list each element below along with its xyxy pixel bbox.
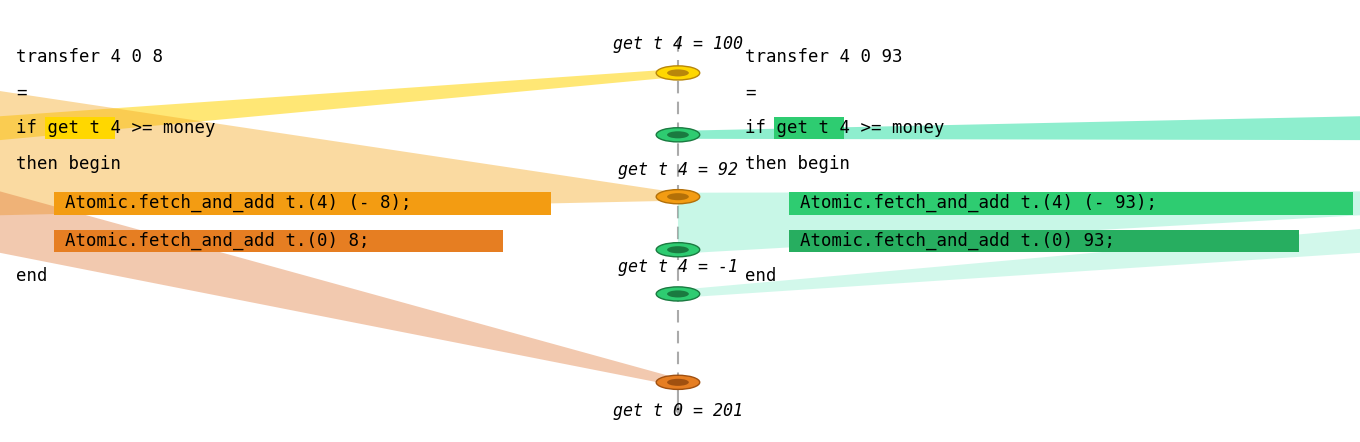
Polygon shape: [677, 116, 1360, 140]
Text: transfer 4 0 93: transfer 4 0 93: [745, 49, 903, 66]
Text: Atomic.fetch_and_add t.(4) (- 8);: Atomic.fetch_and_add t.(4) (- 8);: [65, 194, 412, 213]
Polygon shape: [0, 191, 677, 386]
Text: end: end: [745, 267, 777, 285]
Text: Atomic.fetch_and_add t.(0) 8;: Atomic.fetch_and_add t.(0) 8;: [65, 232, 370, 250]
Text: Atomic.fetch_and_add t.(4) (- 93);: Atomic.fetch_and_add t.(4) (- 93);: [800, 194, 1156, 213]
Circle shape: [668, 193, 690, 200]
FancyBboxPatch shape: [54, 192, 551, 214]
FancyBboxPatch shape: [789, 230, 1299, 252]
Circle shape: [668, 69, 690, 76]
Text: if get t 4 >= money: if get t 4 >= money: [16, 119, 216, 137]
Text: end: end: [16, 267, 48, 285]
Polygon shape: [0, 91, 677, 215]
Text: =: =: [16, 84, 27, 102]
Polygon shape: [677, 191, 1360, 254]
Text: =: =: [745, 84, 756, 102]
Circle shape: [657, 243, 700, 257]
Circle shape: [657, 128, 700, 142]
Text: get t 4 = 100: get t 4 = 100: [613, 35, 743, 53]
Text: then begin: then begin: [16, 155, 121, 172]
Text: then begin: then begin: [745, 155, 850, 172]
Text: get t 4 = -1: get t 4 = -1: [617, 259, 738, 276]
Circle shape: [657, 375, 700, 389]
Text: if get t 4 >= money: if get t 4 >= money: [745, 119, 945, 137]
FancyBboxPatch shape: [54, 230, 503, 252]
Polygon shape: [0, 69, 677, 140]
FancyBboxPatch shape: [45, 117, 116, 139]
Circle shape: [657, 66, 700, 80]
Text: Atomic.fetch_and_add t.(0) 93;: Atomic.fetch_and_add t.(0) 93;: [800, 232, 1115, 250]
Text: transfer 4 0 8: transfer 4 0 8: [16, 49, 163, 66]
Circle shape: [657, 287, 700, 301]
Circle shape: [668, 290, 690, 297]
Polygon shape: [677, 229, 1360, 298]
FancyBboxPatch shape: [789, 192, 1353, 214]
Circle shape: [668, 379, 690, 386]
Circle shape: [668, 246, 690, 253]
Circle shape: [668, 131, 690, 138]
Circle shape: [657, 190, 700, 204]
Text: get t 0 = 201: get t 0 = 201: [613, 402, 743, 420]
FancyBboxPatch shape: [774, 117, 845, 139]
Text: get t 4 = 92: get t 4 = 92: [617, 161, 738, 179]
